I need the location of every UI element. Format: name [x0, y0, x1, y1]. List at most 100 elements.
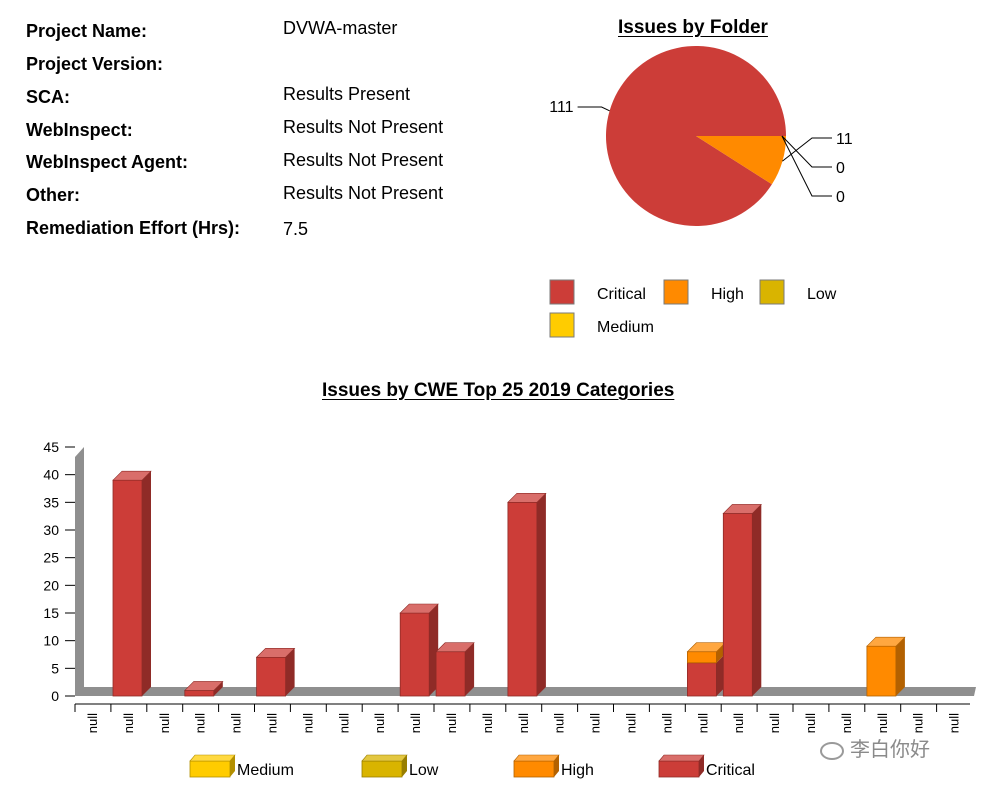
bar-top: [399, 603, 439, 614]
x-tick-label: null: [372, 713, 387, 733]
x-tick-label: null: [480, 713, 495, 733]
bar-high-22: [866, 636, 906, 697]
watermark: 李白你好: [820, 733, 930, 762]
pie-legend-swatch-high: [663, 279, 689, 305]
bar-legend-label-low: Low: [409, 762, 439, 779]
bar-critical-1: [112, 470, 152, 697]
x-tick-label: null: [516, 713, 531, 733]
y-tick-label: 10: [43, 633, 59, 649]
bar-front: [687, 662, 717, 697]
bar-top: [255, 647, 296, 658]
x-tick-label: null: [731, 713, 746, 733]
pie-slice-label: 111: [549, 99, 573, 116]
x-tick-label: null: [193, 713, 208, 733]
bar-front: [507, 501, 538, 697]
bar-front: [866, 645, 897, 697]
x-tick-label: null: [229, 713, 244, 733]
legend-swatch-front: [361, 760, 403, 778]
x-tick-label: null: [588, 713, 603, 733]
webinspect-value: Results Not Present: [283, 117, 444, 137]
bar-legend-swatch-critical: [658, 754, 705, 778]
pie-slice-critical: [606, 46, 786, 227]
bar-front: [722, 513, 753, 697]
bar-side: [895, 637, 905, 696]
bar-side: [536, 493, 546, 696]
legend-swatch-side: [402, 755, 407, 777]
bar-legend-label-critical: Critical: [706, 762, 755, 779]
watermark-text: 李白你好: [850, 737, 930, 761]
other-label: Other:: [26, 185, 80, 205]
bar-legend-swatch-low: [361, 754, 408, 778]
bar-top: [435, 642, 475, 653]
bar-front: [687, 651, 717, 664]
x-tick-label: null: [300, 713, 315, 733]
y-tick-label: 40: [43, 467, 59, 483]
x-tick-label: null: [408, 713, 423, 733]
pie-leader-line: [781, 135, 832, 168]
x-tick-label: null: [875, 713, 890, 733]
bar-side: [285, 648, 295, 696]
remediation-effort-value: 7.5: [283, 219, 309, 239]
legend-swatch-top: [658, 754, 705, 762]
pie-leader-line: [577, 106, 610, 112]
x-tick-label: null: [336, 713, 351, 733]
bar-critical-12: [507, 493, 547, 697]
pie-slice-label: 11: [836, 131, 853, 148]
bar-side: [142, 471, 151, 696]
x-tick-label: null: [911, 713, 926, 733]
x-tick-label: null: [157, 713, 172, 733]
pie-chart-title: Issues by Folder: [618, 17, 768, 38]
webinspect-agent-value: Results Not Present: [283, 150, 444, 170]
y-tick-label: 45: [43, 439, 59, 455]
bar-top: [722, 504, 763, 514]
y-tick-label: 15: [43, 605, 59, 621]
x-tick-label: null: [803, 713, 818, 733]
bar-top: [866, 636, 906, 647]
legend-swatch-top: [189, 754, 236, 762]
y-tick-label: 25: [43, 550, 59, 566]
y-tick-label: 35: [43, 494, 59, 510]
bar-top: [507, 493, 547, 503]
pie-legend-swatch-medium: [549, 312, 575, 338]
bar-front: [112, 479, 143, 697]
bar-legend-label-high: High: [561, 762, 594, 779]
x-tick-label: null: [947, 713, 962, 733]
other-value: Results Not Present: [283, 183, 444, 203]
bar-front: [184, 690, 215, 697]
x-tick-label: null: [695, 713, 710, 733]
wechat-icon: [820, 741, 844, 760]
project-version-label: Project Version:: [26, 54, 164, 74]
pie-legend-swatch-low: [759, 279, 785, 305]
bar-critical-10: [435, 642, 475, 697]
bar-legend-swatch-high: [513, 754, 560, 778]
x-tick-label: null: [552, 713, 567, 733]
y-tick-label: 0: [51, 688, 59, 704]
webinspect-label: WebInspect:: [26, 120, 133, 140]
bar-top: [112, 470, 152, 481]
pie-legend-label-low: Low: [807, 286, 837, 303]
pie-slice-label: 0: [836, 189, 845, 206]
legend-swatch-top: [513, 754, 560, 762]
pie-legend-label-medium: Medium: [597, 319, 654, 336]
bar-top: [184, 681, 224, 691]
bar-front: [435, 651, 466, 697]
legend-swatch-side: [699, 755, 704, 777]
project-name-value: DVWA-master: [283, 18, 398, 38]
project-name-label: Project Name:: [26, 21, 148, 41]
x-tick-label: null: [767, 713, 782, 733]
bar-front: [399, 612, 430, 697]
x-tick-label: null: [659, 713, 674, 733]
y-tick-label: 20: [43, 577, 59, 593]
y-tick-label: 30: [43, 522, 59, 538]
pie-legend-label-critical: Critical: [597, 286, 646, 303]
pie-legend-label-high: High: [711, 286, 744, 303]
bar-critical-18: [722, 504, 763, 697]
sca-value: Results Present: [283, 84, 411, 104]
x-tick-label: null: [121, 713, 136, 733]
sca-label: SCA:: [26, 87, 70, 107]
chart-back-wall: [75, 447, 84, 696]
remediation-effort-label: Remediation Effort (Hrs):: [26, 218, 241, 238]
x-tick-label: null: [839, 713, 854, 733]
bar-chart-title: Issues by CWE Top 25 2019 Categories: [322, 380, 675, 401]
